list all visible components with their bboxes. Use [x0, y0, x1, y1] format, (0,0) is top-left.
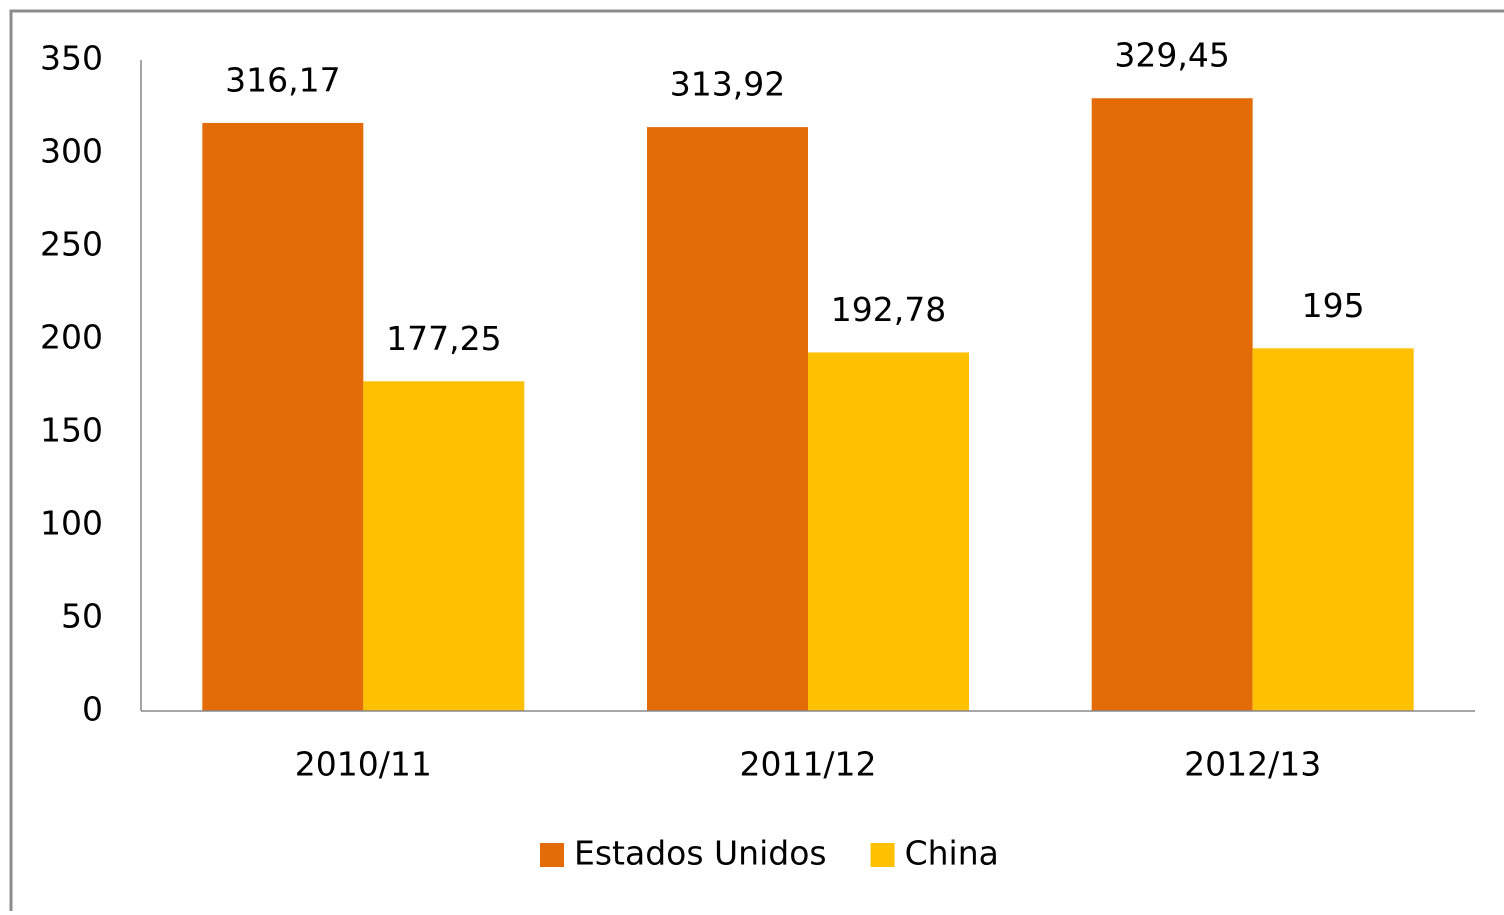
legend-label: China [905, 834, 999, 873]
data-label: 177,25 [386, 319, 501, 358]
bar [363, 381, 525, 711]
x-tick-label: 2011/12 [739, 745, 876, 784]
y-tick-label: 0 [82, 690, 103, 729]
bar [808, 352, 969, 711]
legend-swatch [870, 843, 895, 867]
x-tick-label: 2010/11 [295, 745, 432, 784]
legend-swatch [540, 843, 564, 867]
bar [202, 122, 364, 711]
data-label: 316,17 [225, 60, 340, 99]
x-tick-label: 2012/13 [1184, 745, 1321, 784]
y-tick-label: 50 [61, 597, 103, 636]
y-tick-label: 250 [40, 225, 103, 264]
data-label: 329,45 [1114, 36, 1229, 75]
bar [1252, 348, 1414, 711]
data-label: 313,92 [670, 65, 785, 104]
y-tick-label: 100 [40, 504, 103, 543]
legend-label: Estados Unidos [574, 834, 827, 873]
y-tick-label: 300 [40, 132, 103, 171]
data-label: 195 [1302, 286, 1365, 325]
y-tick-label: 150 [40, 411, 103, 450]
y-tick-label: 350 [40, 39, 103, 78]
data-label: 192,78 [831, 290, 946, 329]
bar [647, 127, 808, 711]
y-tick-label: 200 [40, 318, 103, 357]
bar [1091, 98, 1253, 711]
